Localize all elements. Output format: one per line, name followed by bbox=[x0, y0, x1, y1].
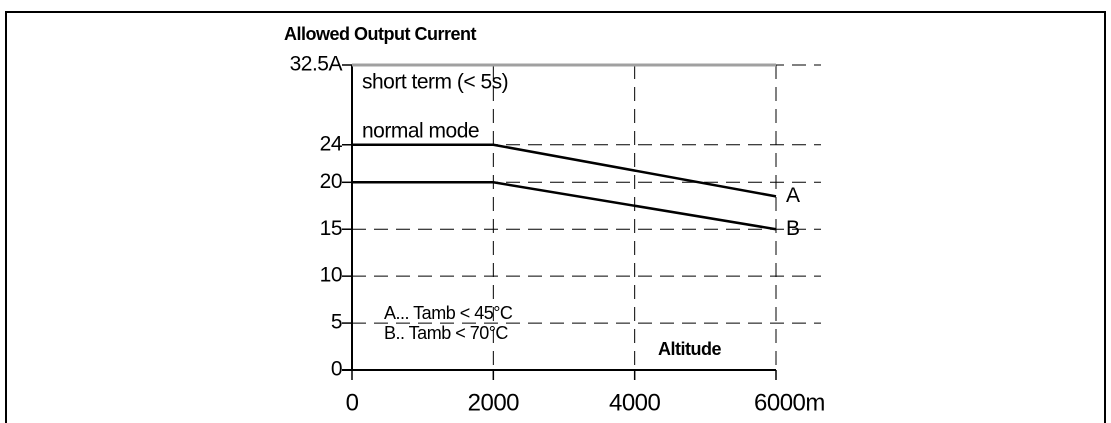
x-tick-label: 0 bbox=[346, 389, 359, 416]
x-axis-label: Altitude bbox=[658, 339, 721, 359]
y-tick-label: 32.5A bbox=[290, 53, 343, 76]
x-tick-label: 6000m bbox=[754, 389, 825, 416]
y-tick-label: 20 bbox=[320, 170, 342, 193]
series-line bbox=[352, 143, 777, 198]
frame bbox=[5, 11, 1106, 423]
series-label: A bbox=[786, 184, 800, 207]
series-line bbox=[352, 181, 777, 231]
annotation: normal mode bbox=[362, 120, 479, 143]
series-label: B bbox=[786, 217, 800, 240]
annotation: A... Tamb < 45°C bbox=[384, 303, 513, 323]
annotation: B.. Tamb < 70°C bbox=[384, 323, 508, 343]
y-tick-label: 24 bbox=[320, 132, 343, 155]
y-tick-label: 0 bbox=[331, 358, 342, 381]
series-label: short term (< 5s) bbox=[362, 71, 508, 94]
y-tick-label: 15 bbox=[320, 217, 342, 240]
y-tick-label: 10 bbox=[320, 264, 342, 287]
x-tick-label: 4000 bbox=[609, 389, 661, 416]
y-tick-label: 5 bbox=[331, 311, 342, 334]
chart-title: Allowed Output Current bbox=[284, 24, 476, 44]
x-tick-label: 2000 bbox=[468, 389, 520, 416]
